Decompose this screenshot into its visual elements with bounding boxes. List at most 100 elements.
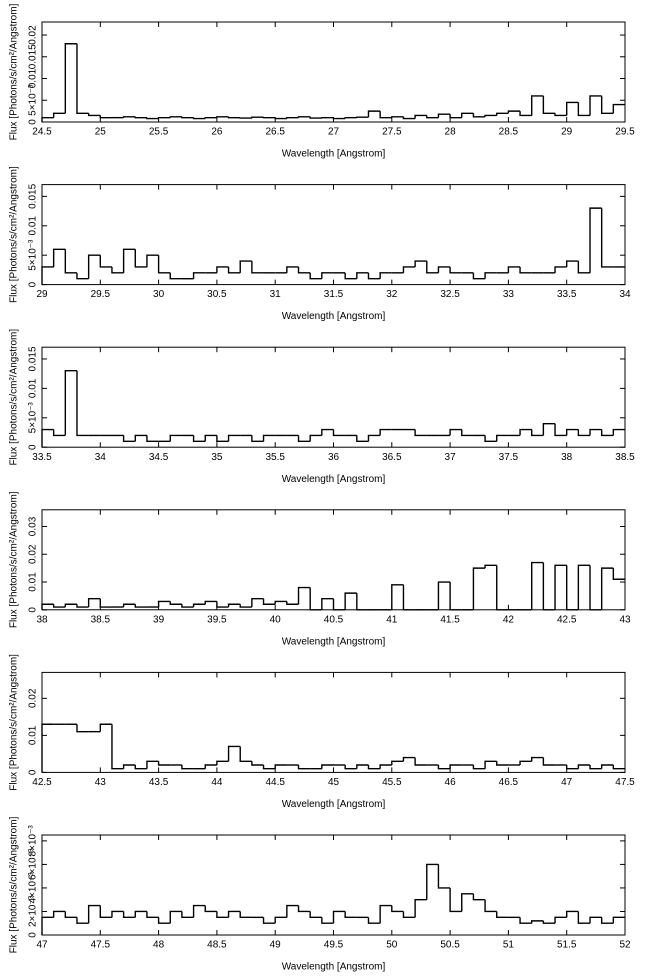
spectrum-bin: [274, 600, 287, 605]
spectrum-bin: [227, 910, 241, 918]
spectrum-bin: [157, 600, 171, 608]
spectrum-bin: [157, 917, 171, 924]
spectrum-bin: [472, 272, 486, 280]
spectrum-bin: [251, 116, 264, 119]
spectrum-bin: [251, 597, 264, 608]
y-tick-label: 4×10⁻³: [28, 872, 39, 904]
spectrum-bin: [321, 597, 334, 610]
spectrum-bin: [181, 604, 194, 608]
spectrum-bin: [426, 261, 439, 274]
y-tick-label: 0.01: [28, 216, 39, 236]
spectrum-bin: [99, 115, 112, 119]
x-tick-label: 45: [328, 777, 340, 788]
spectrum-bin: [169, 601, 182, 605]
spectrum-bin: [99, 255, 112, 268]
spectrum-bin: [484, 760, 497, 769]
spectrum-bin: [64, 370, 77, 436]
spectrum-bin: [484, 272, 497, 279]
spectrum-bin: [367, 917, 381, 924]
spectrum-bin: [286, 116, 299, 119]
spectrum-bin: [577, 261, 591, 274]
spectrum-bin: [227, 266, 241, 274]
y-axis-label: Flux [Photons/s/cm²/Angstrom]: [9, 3, 20, 140]
x-tick-label: 51.5: [557, 940, 577, 951]
y-tick-label: 0.02: [28, 688, 39, 708]
spectrum-bin: [157, 116, 171, 119]
spectrum-bin: [367, 110, 381, 118]
spectrum-bin: [600, 917, 614, 924]
x-tick-label: 50: [386, 940, 398, 951]
spectrum-bin: [449, 887, 462, 913]
spectrum-bin: [426, 863, 439, 900]
spectrum-bin: [204, 434, 217, 442]
spectrum-bin: [437, 581, 451, 610]
x-tick-label: 25.5: [149, 127, 169, 138]
spectrum-bin: [449, 114, 462, 119]
spectrum-bin: [309, 434, 322, 442]
spectrum-bin: [52, 429, 66, 437]
x-tick-label: 31: [270, 289, 282, 300]
x-tick-label: 36.5: [382, 452, 402, 463]
spectrum-bin: [566, 565, 579, 611]
spectrum-bin: [367, 764, 381, 770]
spectrum-bin: [566, 101, 579, 116]
spectrum-bin: [577, 764, 591, 769]
x-axis-label: Wavelength [Angstrom]: [282, 636, 386, 647]
spectrum-bin: [99, 905, 112, 919]
spectrum-bin: [379, 904, 392, 924]
spectrum-bin: [531, 561, 544, 610]
x-tick-label: 32.5: [440, 289, 460, 300]
spectrum-bin: [554, 564, 567, 610]
spectrum-bin: [146, 911, 159, 919]
x-tick-label: 44.5: [265, 777, 285, 788]
x-tick-label: 28.5: [499, 127, 519, 138]
spectrum-bin: [251, 435, 264, 443]
spectrum-bin: [379, 272, 392, 279]
spectrum-bin: [41, 916, 54, 935]
spectrum-bin: [344, 272, 357, 280]
spectrum-bin: [64, 249, 77, 274]
spectrum-bin: [192, 904, 206, 918]
spectrum-bin: [402, 911, 416, 919]
x-tick-label: 33.5: [557, 289, 577, 300]
spectrum-bin: [111, 266, 124, 274]
x-tick-label: 29: [561, 127, 573, 138]
y-tick-label: 0.015: [28, 183, 39, 208]
x-tick-label: 43: [619, 614, 631, 625]
spectrum-bin: [344, 764, 357, 770]
spectrum-bin: [496, 911, 509, 919]
x-axis-label: Wavelength [Angstrom]: [282, 474, 386, 485]
spectrum-bin: [216, 435, 229, 443]
x-tick-label: 36: [328, 452, 340, 463]
x-tick-label: 46: [445, 777, 457, 788]
spectrum-bin: [344, 911, 357, 919]
x-tick-label: 34: [95, 452, 107, 463]
spectrum-bin: [496, 112, 509, 116]
x-tick-label: 41.5: [440, 614, 460, 625]
x-tick-label: 43.5: [149, 777, 169, 788]
spectrum-bin: [449, 428, 462, 436]
spectrum-bin: [297, 266, 311, 274]
spectrum-bin: [181, 764, 194, 770]
spectrum-bin: [332, 598, 346, 611]
spectrum-bin: [542, 920, 556, 924]
spectrum-bin: [542, 562, 556, 611]
spectrum-bin: [414, 429, 427, 437]
spectrum-bin: [566, 260, 579, 267]
y-tick-label: 5×10⁻³: [28, 402, 39, 434]
spectrum-bin: [554, 916, 567, 924]
x-tick-label: 42: [503, 614, 515, 625]
spectrum-bin: [437, 266, 451, 273]
spectrum-bin: [589, 916, 602, 924]
spectrum-bin: [297, 116, 311, 118]
x-tick-label: 24.5: [32, 127, 52, 138]
spectrum-bin: [437, 764, 451, 770]
x-tick-label: 31.5: [324, 289, 344, 300]
x-tick-label: 39.5: [207, 614, 227, 625]
spectrum-bin: [122, 248, 136, 273]
spectrum-bin: [461, 893, 474, 912]
x-tick-label: 44: [211, 777, 223, 788]
spectrum-bin: [87, 904, 101, 924]
spectrum-bin: [87, 254, 101, 279]
x-tick-label: 40.5: [324, 614, 344, 625]
